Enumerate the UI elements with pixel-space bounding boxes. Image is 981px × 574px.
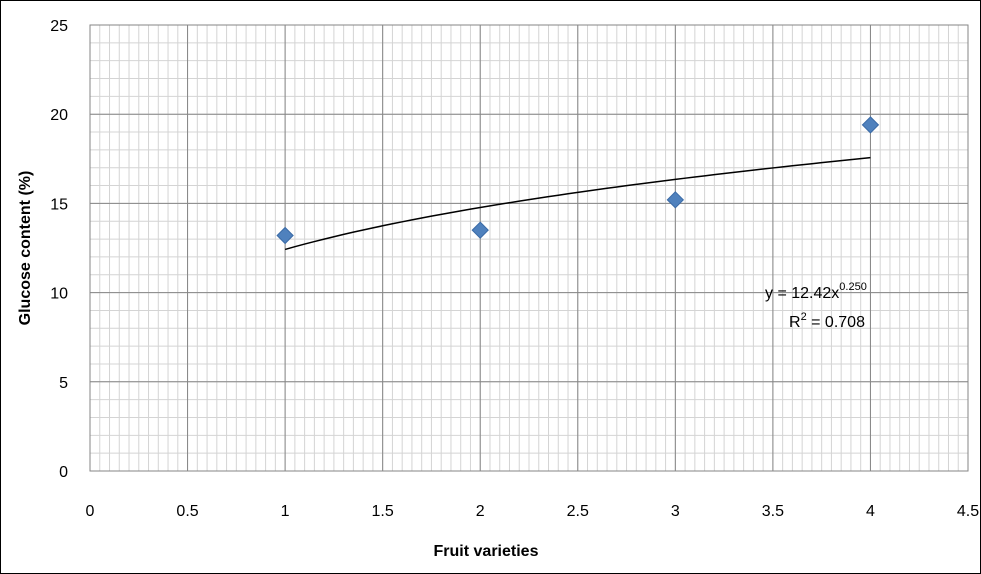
y-tick-labels: 0 5 10 15 20 25	[50, 18, 68, 481]
x-axis-title: Fruit varieties	[434, 543, 539, 560]
x-tick-labels: 0 0.5 1 1.5 2 2.5 3 3.5 4 4.5	[86, 503, 980, 520]
data-point-diamond	[471, 221, 489, 239]
x-tick-label: 1	[281, 503, 290, 520]
y-tick-label: 15	[50, 196, 68, 213]
data-point-diamond	[861, 116, 880, 134]
x-tick-label: 1.5	[372, 503, 394, 520]
minor-gridlines	[89, 24, 969, 472]
x-tick-label: 0	[86, 503, 95, 520]
x-tick-label: 2.5	[567, 503, 589, 520]
y-tick-label: 25	[50, 18, 68, 35]
data-point-diamond	[276, 226, 294, 245]
y-tick-label: 10	[50, 286, 68, 303]
x-tick-label: 4	[866, 503, 875, 520]
x-tick-label: 4.5	[957, 503, 979, 520]
plot-area-border	[89, 24, 969, 472]
y-axis-title: Glucose content (%)	[17, 171, 34, 326]
r-squared-label: R2 = 0.708	[789, 311, 865, 331]
x-tick-label: 3.5	[762, 503, 784, 520]
data-point-diamond	[666, 191, 685, 209]
equation-prefix: y = 12.42x	[765, 285, 839, 302]
x-tick-label: 3	[671, 503, 680, 520]
y-tick-label: 5	[59, 375, 68, 392]
r2-superscript: 2	[801, 311, 807, 323]
r2-prefix: R	[789, 314, 801, 331]
equation-exponent: 0.250	[839, 281, 867, 293]
y-tick-label: 20	[50, 107, 68, 124]
data-points	[276, 116, 880, 245]
x-tick-label: 0.5	[176, 503, 198, 520]
r2-value: = 0.708	[807, 314, 865, 331]
y-tick-label: 0	[59, 464, 68, 481]
trendline-equation: y = 12.42x0.250	[765, 281, 867, 302]
x-tick-label: 2	[476, 503, 485, 520]
power-trendline	[284, 156, 871, 251]
